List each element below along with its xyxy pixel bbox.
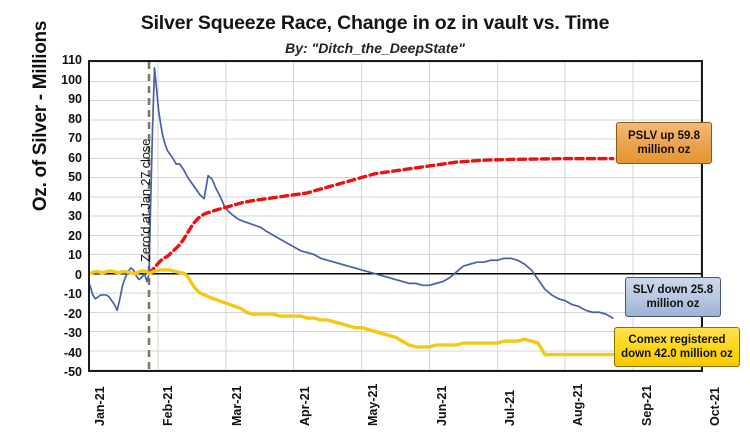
x-axis-tick-label: Apr-21 (298, 386, 312, 426)
plot-inner (90, 62, 701, 370)
x-axis-tick-label: Jul-21 (503, 389, 517, 426)
y-axis-tick-label: -20 (63, 306, 82, 321)
callout-pslv-line1: PSLV up 59.8 (627, 129, 700, 142)
y-axis-tick-label: -50 (63, 365, 82, 379)
x-axis-tick-label: Sep-21 (639, 385, 654, 426)
zero-marker-label: Zero'd at Jan 27 close (138, 138, 153, 262)
y-axis-tick-label: -40 (63, 345, 82, 360)
y-axis-tick-label: 30 (68, 209, 82, 223)
y-axis-tick-label: 10 (68, 248, 82, 262)
y-axis-tick-label: 90 (68, 92, 82, 106)
y-axis-tick-label: -10 (63, 287, 82, 301)
x-axis-tick-label: Jun-21 (434, 385, 449, 426)
y-axis-tick-label: 100 (61, 72, 82, 87)
callout-comex: Comex registered down 42.0 million oz (614, 327, 740, 367)
callout-comex-line1: Comex registered (628, 333, 726, 346)
x-axis-tick-labels: Jan-21 Feb-21 Mar-21 Apr-21 May-21 Jun-21 Jul-… (88, 374, 722, 432)
callout-pslv-line2: million oz (637, 144, 691, 156)
y-axis-tick-label: 60 (68, 150, 82, 165)
plot-area (88, 60, 703, 372)
x-axis-tick-label: Jan-21 (93, 386, 107, 426)
x-axis-tick-label: Oct-21 (708, 387, 722, 426)
x-axis-tick-label: Aug-21 (571, 383, 586, 426)
x-axis-tick-label: Mar-21 (229, 385, 244, 426)
callout-pslv: PSLV up 59.8 million oz (616, 122, 712, 164)
y-axis-tick-label: 0 (75, 267, 82, 282)
y-axis-tick-labels: 110 100 90 80 70 60 50 40 30 20 10 0 -10 -20 -30 -40 -50 (30, 54, 82, 379)
chart-svg (90, 62, 701, 370)
callout-comex-line2: down 42.0 million oz (621, 348, 733, 360)
y-axis-tick-label: 80 (68, 111, 82, 126)
y-axis-tick-label: 50 (68, 170, 82, 184)
callout-slv-line1: SLV down 25.8 (632, 283, 714, 296)
y-axis-tick-label: 70 (68, 131, 82, 145)
callout-slv: SLV down 25.8 million oz (625, 277, 721, 317)
chart-subtitle: By: "Ditch_the_DeepState" (285, 40, 465, 56)
chart-title: Silver Squeeze Race, Change in oz in vau… (140, 12, 610, 34)
y-axis-tick-label: 110 (61, 53, 82, 67)
x-axis-tick-label: May-21 (366, 383, 381, 426)
y-axis-tick-label: 40 (68, 189, 82, 204)
y-axis-tick-label: 20 (68, 228, 82, 243)
callout-slv-line2: million oz (646, 298, 700, 310)
y-axis-tick-label: -30 (63, 326, 82, 340)
x-axis-tick-label: Feb-21 (161, 385, 176, 426)
